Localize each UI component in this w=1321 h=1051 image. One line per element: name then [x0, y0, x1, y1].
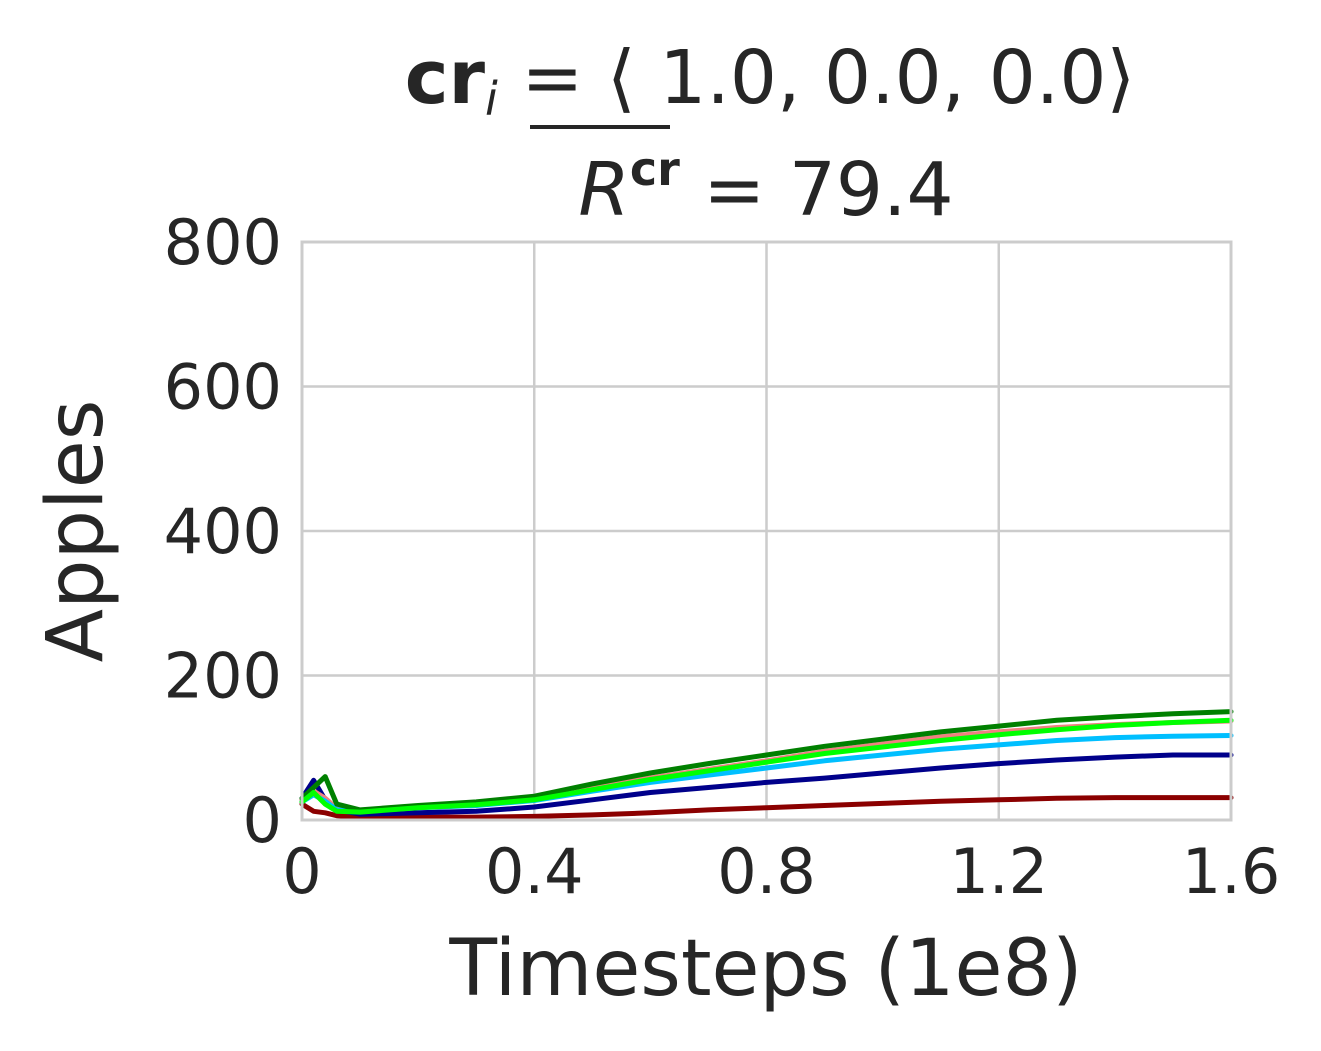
x-tick-label: 0.4	[485, 835, 584, 908]
x-tick-label: 0.8	[717, 835, 816, 908]
x-tick-label: 1.2	[949, 835, 1048, 908]
title-variable: R	[578, 147, 629, 233]
title-value: = 79.4	[680, 147, 954, 233]
plot-frame	[300, 240, 1233, 822]
y-tick-labels: 0 200 400 600 800	[164, 206, 282, 857]
y-tick-label: 0	[243, 784, 282, 857]
title-superscript: cr	[630, 142, 680, 196]
x-tick-label: 0	[282, 835, 321, 908]
y-tick-label: 200	[164, 640, 282, 713]
series-group	[299, 709, 1234, 820]
chart-title-line-2: Rcr = 79.4	[578, 142, 953, 233]
y-tick-label: 400	[164, 495, 282, 568]
title-bold-term: cr	[405, 35, 486, 121]
series-line-6	[299, 717, 1234, 815]
y-tick-label: 800	[164, 206, 282, 279]
title-subscript: i	[485, 72, 498, 126]
y-tick-label: 600	[164, 351, 282, 424]
chart-title-line-1: cri = ⟨ 1.0, 0.0, 0.0⟩	[405, 35, 1136, 126]
x-axis-label: Timesteps (1e8)	[448, 924, 1082, 1014]
x-tick-label: 1.6	[1182, 835, 1281, 908]
y-axis-label: Apples	[31, 400, 121, 663]
x-tick-labels: 0 0.4 0.8 1.2 1.6	[282, 835, 1280, 908]
series-line-5	[299, 709, 1234, 813]
title-rest: = ⟨ 1.0, 0.0, 0.0⟩	[498, 35, 1135, 121]
grid	[302, 242, 1231, 820]
series-line-1	[299, 795, 1234, 820]
